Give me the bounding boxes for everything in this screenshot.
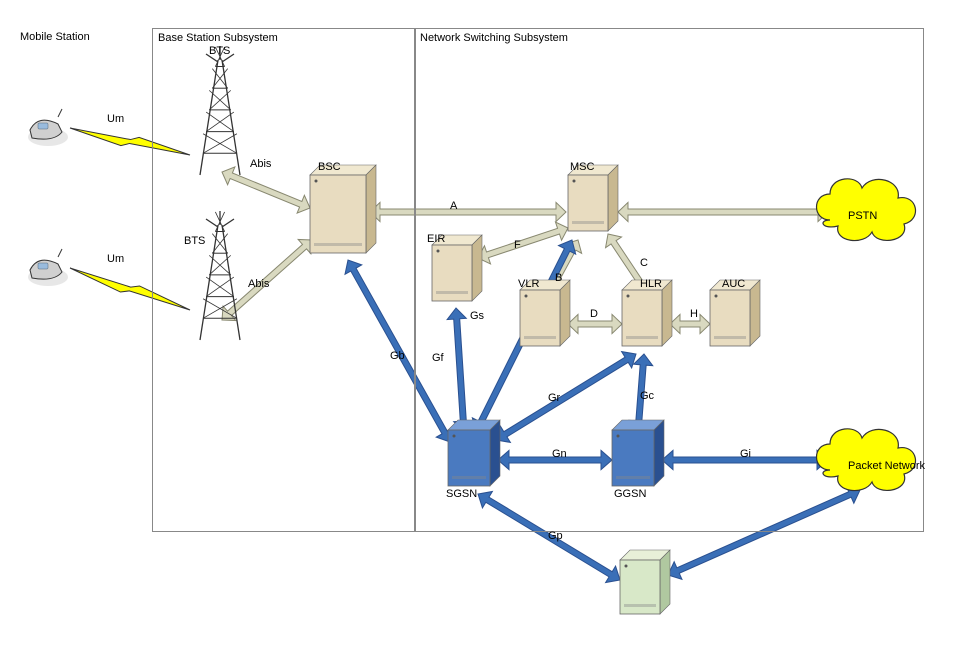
zone-nss xyxy=(414,28,924,532)
node-label-bsc: BSC xyxy=(318,161,341,173)
node-label-bts1: BTS xyxy=(209,45,230,57)
zone-label-nss: Network Switching Subsystem xyxy=(420,32,568,44)
zone-label-bss: Base Station Subsystem xyxy=(158,32,278,44)
edge-label-abis: Abis xyxy=(250,158,271,170)
node-label-pnet: Packet Network xyxy=(848,460,925,472)
edge-label-gb: Gb xyxy=(390,350,405,362)
zone-bss xyxy=(152,28,416,532)
diagram-stage: Mobile Station Base Station Subsystem Netw… xyxy=(0,0,960,649)
node-label-eir: EIR xyxy=(427,233,445,245)
edge-label-um: Um xyxy=(107,253,124,265)
node-label-msc: MSC xyxy=(570,161,594,173)
edge-label-gn: Gn xyxy=(552,448,567,460)
node-label-pstn: PSTN xyxy=(848,210,877,222)
edge-label-f: F xyxy=(514,239,521,251)
edge-label-um: Um xyxy=(107,113,124,125)
edge-label-b: B xyxy=(555,272,562,284)
node-label-ggsn: GGSN xyxy=(614,488,646,500)
edge-label-gs: Gs xyxy=(470,310,484,322)
node-label-bts2: BTS xyxy=(184,235,205,247)
edge-label-gp: Gp xyxy=(548,530,563,542)
edge-label-gf: Gf xyxy=(432,352,444,364)
edge-label-gc: Gc xyxy=(640,390,654,402)
node-label-hlr: HLR xyxy=(640,278,662,290)
edge-label-d: D xyxy=(590,308,598,320)
edge-label-gr: Gr xyxy=(548,392,560,404)
zone-label-mobile-station: Mobile Station xyxy=(20,31,90,43)
node-label-sgsn: SGSN xyxy=(446,488,477,500)
edge-label-h: H xyxy=(690,308,698,320)
edge-label-a: A xyxy=(450,200,457,212)
edge-label-c: C xyxy=(640,257,648,269)
node-label-vlr: VLR xyxy=(518,278,539,290)
node-label-auc: AUC xyxy=(722,278,745,290)
edge-label-abis: Abis xyxy=(248,278,269,290)
edge-label-gi: Gi xyxy=(740,448,751,460)
